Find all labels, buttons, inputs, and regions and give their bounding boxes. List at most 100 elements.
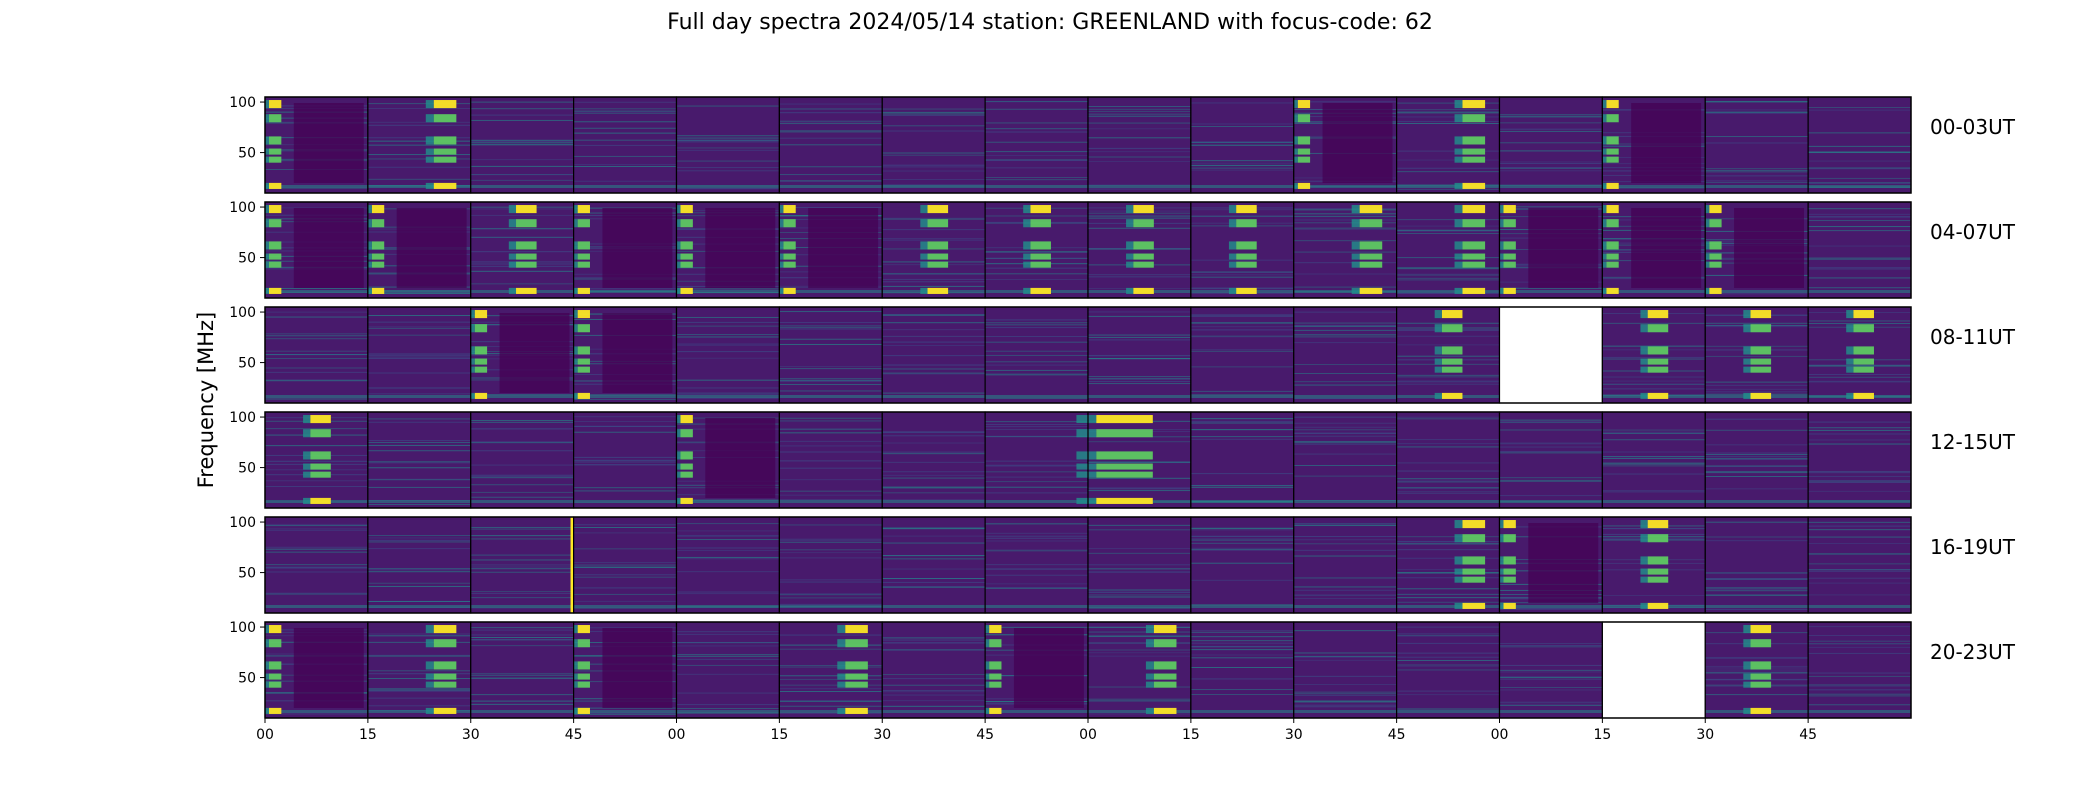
panel-background bbox=[676, 307, 780, 403]
y-tick-label: 100 bbox=[229, 515, 256, 531]
rfi-line bbox=[470, 227, 574, 229]
burst-edge bbox=[1499, 534, 1504, 543]
burst-edge bbox=[1499, 241, 1504, 250]
burst-band bbox=[1236, 205, 1257, 214]
burst-band bbox=[1030, 205, 1051, 214]
rfi-line bbox=[985, 151, 1088, 153]
noise-floor bbox=[779, 710, 883, 713]
burst-edge bbox=[1499, 253, 1504, 260]
spectrum-panel bbox=[1190, 306, 1295, 404]
rfi-line bbox=[1808, 364, 1911, 366]
burst-band bbox=[577, 253, 590, 260]
spectrum-panel bbox=[1807, 411, 1912, 509]
rfi-line bbox=[779, 326, 883, 328]
rfi-line bbox=[470, 627, 574, 629]
burst-edge bbox=[1023, 253, 1031, 260]
burst-band bbox=[1853, 358, 1874, 365]
burst-edge bbox=[1602, 253, 1607, 260]
rfi-line bbox=[573, 574, 677, 576]
rfi-line bbox=[470, 141, 574, 143]
noise-floor bbox=[1705, 290, 1809, 293]
rfi-line bbox=[1602, 462, 1706, 464]
panel-background bbox=[1602, 517, 1706, 613]
rfi-line bbox=[1705, 466, 1809, 468]
burst-band bbox=[516, 205, 537, 214]
rfi-line bbox=[985, 327, 1088, 329]
burst-edge bbox=[573, 205, 578, 214]
rfi-line bbox=[1602, 383, 1706, 385]
burst-band bbox=[845, 681, 868, 688]
rfi-line bbox=[1190, 390, 1294, 392]
rfi-line bbox=[1293, 384, 1397, 386]
burst-edge bbox=[1454, 156, 1463, 163]
rfi-line bbox=[1808, 695, 1911, 697]
burst-band bbox=[371, 219, 385, 228]
rfi-line bbox=[470, 564, 574, 566]
rfi-line bbox=[367, 600, 471, 602]
burst-edge bbox=[1228, 219, 1237, 228]
burst-band bbox=[1153, 639, 1177, 648]
burst-band bbox=[433, 673, 457, 680]
rfi-line bbox=[367, 444, 471, 446]
burst-band bbox=[1709, 287, 1722, 294]
rfi-line bbox=[367, 154, 471, 156]
rfi-line bbox=[1602, 463, 1706, 465]
rfi-line bbox=[1499, 645, 1603, 647]
rfi-line bbox=[1396, 380, 1500, 382]
burst-band bbox=[577, 346, 590, 355]
spectrum-panel bbox=[881, 306, 986, 404]
row-frame bbox=[264, 96, 1912, 194]
spectrum-panel bbox=[264, 306, 369, 404]
burst-band bbox=[433, 707, 457, 714]
rfi-line bbox=[1705, 181, 1809, 183]
burst-band bbox=[1030, 261, 1051, 268]
rfi-line bbox=[1190, 421, 1294, 423]
rfi-line bbox=[882, 700, 986, 702]
burst-band bbox=[1441, 392, 1463, 399]
rfi-line bbox=[1293, 222, 1397, 224]
x-tick-label: 45 bbox=[565, 727, 583, 743]
rfi-line bbox=[470, 450, 574, 452]
rfi-line bbox=[265, 445, 368, 447]
rfi-line bbox=[1396, 665, 1500, 667]
panel-background bbox=[1396, 202, 1500, 298]
burst-edge bbox=[425, 148, 434, 155]
burst-band bbox=[433, 100, 457, 109]
burst-band bbox=[577, 241, 590, 250]
rfi-line bbox=[1293, 630, 1397, 632]
rfi-line bbox=[1190, 326, 1294, 328]
spectrum-panel bbox=[573, 306, 678, 404]
burst-edge bbox=[1602, 100, 1607, 109]
rfi-line bbox=[779, 131, 883, 133]
rfi-line bbox=[1293, 683, 1397, 685]
rfi-line bbox=[1808, 267, 1911, 269]
rfi-line bbox=[265, 529, 368, 531]
spectrum-panel bbox=[778, 306, 883, 404]
burst-band bbox=[1750, 324, 1772, 333]
rfi-line bbox=[1808, 443, 1911, 445]
burst-band bbox=[1462, 556, 1486, 565]
rfi-line bbox=[1088, 227, 1191, 229]
rfi-line bbox=[1396, 572, 1500, 574]
burst-band bbox=[1133, 261, 1154, 268]
noise-floor bbox=[676, 290, 780, 293]
rfi-line bbox=[470, 143, 574, 145]
burst-band bbox=[1297, 100, 1311, 109]
rfi-line bbox=[367, 548, 471, 550]
rfi-line bbox=[1808, 365, 1911, 367]
rfi-line bbox=[985, 537, 1088, 539]
rfi-line bbox=[573, 456, 677, 458]
noise-floor bbox=[1808, 710, 1911, 713]
rfi-line bbox=[779, 675, 883, 677]
rfi-line bbox=[1088, 462, 1191, 464]
rfi-line bbox=[573, 398, 677, 400]
rfi-line bbox=[985, 574, 1088, 576]
rfi-line bbox=[1088, 477, 1191, 479]
y-tick-label: 100 bbox=[229, 95, 256, 111]
rfi-line bbox=[470, 144, 574, 146]
spectrum-panel bbox=[367, 516, 472, 614]
rfi-line bbox=[1088, 596, 1191, 598]
noise-floor bbox=[882, 395, 986, 398]
burst-edge bbox=[1023, 287, 1031, 294]
rfi-line bbox=[676, 334, 780, 336]
